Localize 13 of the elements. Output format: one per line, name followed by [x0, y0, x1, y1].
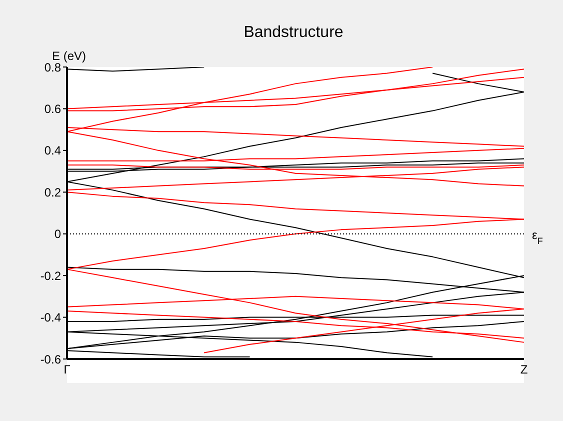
- y-tick-label: -0.2: [40, 268, 62, 283]
- y-tick-label: 0.4: [44, 144, 62, 158]
- y-tick-label: 0.2: [44, 185, 62, 200]
- y-axis-title: E (eV): [52, 49, 86, 63]
- y-tick-label: -0.6: [40, 352, 62, 366]
- y-tick-label: 0.8: [44, 60, 62, 74]
- ref-line-label: ε$_{F}$: [532, 228, 544, 246]
- x-tick-label: Γ: [64, 362, 71, 377]
- y-tick-label: 0: [54, 227, 62, 242]
- x-tick-label: Z: [520, 362, 528, 377]
- y-tick-label: -0.4: [40, 310, 62, 325]
- y-tick-label: 0.6: [44, 102, 62, 116]
- chart-title: Bandstructure: [244, 24, 344, 41]
